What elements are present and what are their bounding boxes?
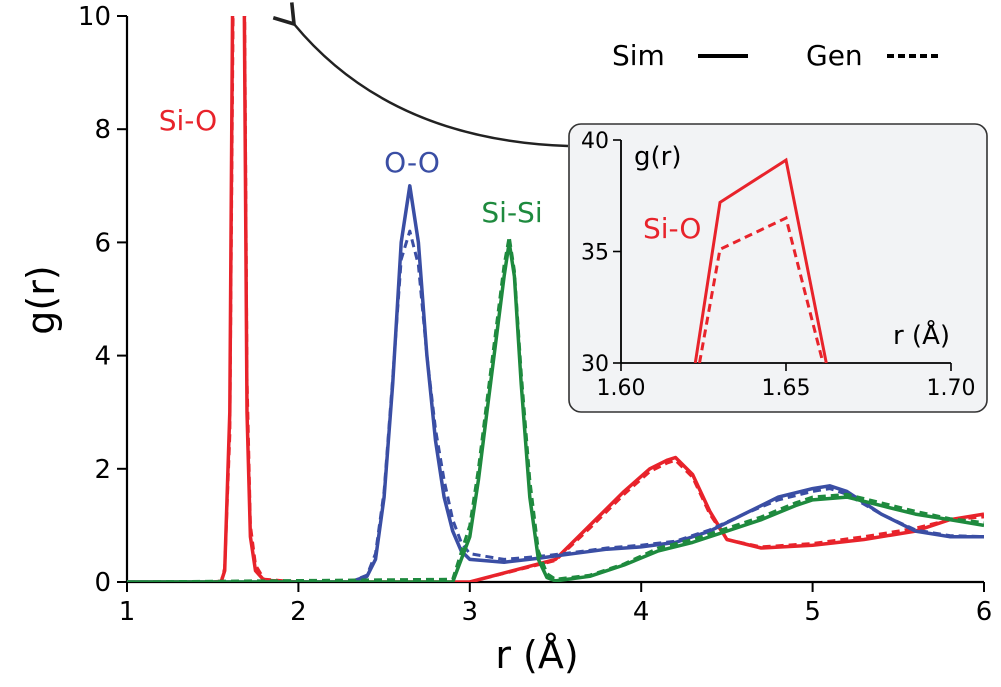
legend-label-gen: Gen	[806, 39, 863, 72]
inset-x-tick-group: 1.60 1.65 1.70	[597, 363, 976, 401]
x-axis-label: r (Å)	[495, 633, 578, 677]
zoom-arrow	[294, 24, 569, 148]
inset-x-tick-label: 1.70	[927, 376, 976, 401]
y-tick-label: 0	[94, 568, 111, 598]
x-tick-label: 2	[290, 597, 307, 627]
curve-group	[127, 16, 984, 582]
annotation-o-o: O-O	[384, 146, 440, 179]
inset-panel: 1.60 1.65 1.70 30 35 40 g(r) r (Å) Si-O	[568, 123, 988, 413]
inset-y-tick-label: 30	[581, 352, 609, 377]
y-tick-group: 0 2 4 6 8 10	[78, 2, 127, 598]
inset-y-tick-group: 30 35 40	[581, 129, 621, 377]
x-tick-group: 1 2 3 4 5 6	[119, 582, 993, 627]
annotation-si-si: Si-Si	[481, 196, 542, 229]
inset-curve-sim	[693, 157, 828, 363]
curve-o-o-sim	[127, 184, 984, 582]
inset-curve-gen	[698, 215, 825, 363]
x-tick-label: 5	[804, 597, 821, 627]
inset-curve-group	[693, 157, 828, 363]
curve-o-o-gen	[127, 229, 984, 582]
x-tick-label: 6	[976, 597, 993, 627]
y-axis-label: g(r)	[19, 265, 63, 334]
inset-y-tick-label: 40	[581, 129, 609, 154]
y-tick-label: 2	[94, 455, 111, 485]
legend: Sim Gen	[612, 39, 942, 72]
inset-x-axis-label: r (Å)	[893, 319, 950, 351]
y-tick-label: 10	[78, 2, 111, 32]
curve-si-si-gen	[127, 235, 984, 582]
annotation-si-o: Si-O	[159, 104, 217, 137]
inset-y-axis-label: g(r)	[634, 142, 681, 172]
x-tick-label: 1	[119, 597, 136, 627]
legend-label-sim: Sim	[612, 39, 665, 72]
inset-background	[568, 123, 988, 413]
x-tick-label: 3	[462, 597, 479, 627]
inset-y-tick-label: 35	[581, 241, 609, 266]
y-tick-label: 4	[94, 342, 111, 372]
inset-x-tick-label: 1.65	[762, 376, 811, 401]
inset-series-label: Si-O	[643, 212, 701, 245]
curve-si-o-sim	[127, 16, 984, 582]
y-tick-label: 6	[94, 228, 111, 258]
inset-x-tick-label: 1.60	[597, 376, 646, 401]
x-tick-label: 4	[633, 597, 650, 627]
curve-si-si-sim	[127, 240, 984, 582]
y-tick-label: 8	[94, 115, 111, 145]
